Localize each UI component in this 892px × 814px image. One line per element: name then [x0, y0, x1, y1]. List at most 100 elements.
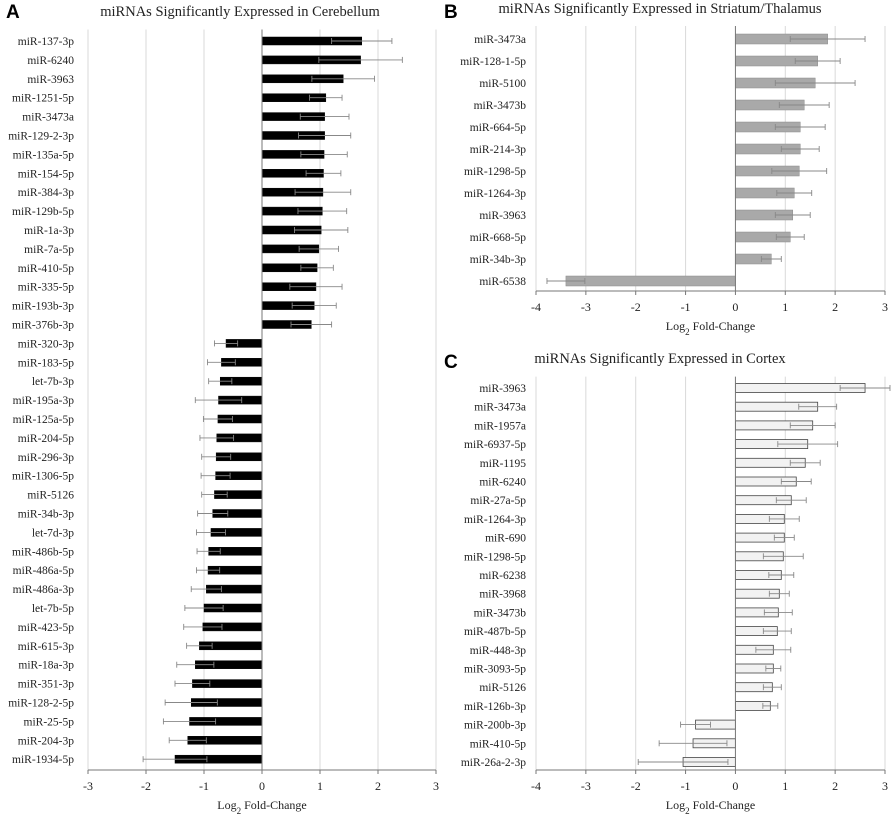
category-label: miR-25-5p	[24, 716, 75, 728]
category-label: miR-1264-3p	[464, 188, 526, 200]
category-label: miR-615-3p	[18, 641, 74, 653]
category-label: let-7b-3p	[32, 376, 74, 388]
category-label: miR-1298-5p	[464, 166, 526, 178]
category-label: miR-1306-5p	[12, 471, 74, 483]
category-label: miR-200b-3p	[464, 720, 526, 732]
category-label: miR-193b-3p	[12, 301, 74, 313]
bar	[565, 275, 736, 287]
category-label: miR-1a-3p	[24, 225, 74, 237]
category-label: miR-7a-5p	[24, 244, 74, 256]
category-label: miR-129b-5p	[12, 206, 74, 218]
category-label: miR-204-5p	[18, 433, 74, 445]
x-axis-label: Log2 Fold-Change	[217, 798, 307, 814]
x-tick-label: -3	[581, 779, 591, 793]
category-label: miR-6937-5p	[464, 439, 526, 451]
category-label: miR-3093-5p	[464, 664, 526, 676]
panel-letter: A	[6, 2, 20, 23]
category-label: miR-3968	[479, 589, 526, 601]
category-label: miR-34b-3p	[470, 254, 526, 266]
category-label: miR-3473b	[474, 607, 527, 619]
category-label: miR-129-2-3p	[8, 131, 74, 143]
x-tick-label: -4	[531, 300, 541, 314]
x-tick-label: 2	[375, 779, 381, 793]
category-label: miR-3473a	[22, 112, 74, 124]
category-label: miR-135a-5p	[13, 149, 75, 161]
x-tick-label: 2	[832, 779, 838, 793]
category-label: miR-1957a	[474, 420, 526, 432]
x-tick-label: -3	[581, 300, 591, 314]
category-label: miR-664-5p	[470, 122, 526, 134]
x-tick-label: -4	[531, 779, 541, 793]
x-tick-label: 2	[832, 300, 838, 314]
x-tick-label: 1	[782, 779, 788, 793]
category-label: let-7d-3p	[32, 527, 74, 539]
category-label: miR-320-3p	[18, 338, 74, 350]
category-label: miR-410-5p	[18, 263, 74, 275]
category-label: miR-486a-3p	[13, 584, 75, 596]
chart-title: miRNAs Significantly Expressed in Cerebe…	[100, 4, 380, 20]
category-label: miR-6238	[479, 570, 526, 582]
x-tick-label: -1	[681, 300, 691, 314]
x-tick-label: 3	[882, 300, 888, 314]
category-label: miR-690	[485, 533, 526, 545]
x-tick-label: 1	[782, 300, 788, 314]
category-label: miR-1264-3p	[464, 514, 526, 526]
category-label: miR-6240	[27, 55, 74, 67]
category-label: miR-668-5p	[470, 232, 526, 244]
category-label: miR-486a-5p	[13, 565, 75, 577]
category-label: miR-351-3p	[18, 679, 74, 691]
category-label: miR-3473a	[474, 402, 526, 414]
category-label: miR-195a-3p	[13, 395, 75, 407]
panel-letter: C	[444, 352, 458, 373]
category-label: miR-423-5p	[18, 622, 74, 634]
category-label: miR-125a-5p	[13, 414, 75, 426]
category-label: miR-128-1-5p	[460, 56, 526, 68]
x-tick-label: -2	[631, 300, 641, 314]
category-label: miR-1195	[480, 458, 526, 470]
x-tick-label: -2	[141, 779, 151, 793]
category-label: miR-18a-3p	[18, 660, 74, 672]
chart-title: miRNAs Significantly Expressed in Cortex	[534, 351, 786, 367]
x-tick-label: 0	[732, 779, 738, 793]
category-label: miR-126b-3p	[464, 701, 526, 713]
category-label: miR-5100	[479, 78, 526, 90]
x-tick-label: 3	[882, 779, 888, 793]
category-label: miR-3963	[27, 74, 74, 86]
x-tick-label: 3	[433, 779, 439, 793]
panel-letter: B	[444, 2, 458, 23]
category-label: miR-137-3p	[18, 36, 74, 48]
category-label: miR-154-5p	[18, 168, 74, 180]
category-label: miR-204-3p	[18, 735, 74, 747]
category-label: miR-487b-5p	[464, 626, 526, 638]
category-label: miR-6538	[479, 276, 526, 288]
category-label: miR-3473a	[474, 34, 526, 46]
x-axis-label: Log2 Fold-Change	[666, 798, 756, 814]
x-axis-label: Log2 Fold-Change	[666, 319, 756, 337]
category-label: miR-410-5p	[470, 738, 526, 750]
category-label: miR-3963	[479, 210, 526, 222]
chart-title: miRNAs Significantly Expressed in Striat…	[499, 1, 822, 17]
category-label: miR-296-3p	[18, 452, 74, 464]
category-label: miR-376b-3p	[12, 320, 74, 332]
category-label: miR-384-3p	[18, 187, 74, 199]
category-label: miR-5126	[27, 490, 74, 502]
category-label: miR-3963	[479, 383, 526, 395]
category-label: miR-183-5p	[18, 357, 74, 369]
category-label: miR-486b-5p	[12, 546, 74, 558]
category-label: miR-27a-5p	[470, 495, 526, 507]
x-tick-label: 0	[259, 779, 265, 793]
category-label: miR-26a-2-3p	[461, 757, 526, 769]
category-label: miR-214-3p	[470, 144, 526, 156]
x-tick-label: 1	[317, 779, 323, 793]
x-tick-label: -3	[83, 779, 93, 793]
category-label: miR-1251-5p	[12, 93, 74, 105]
category-label: miR-1934-5p	[12, 754, 74, 766]
category-label: miR-5126	[479, 682, 526, 694]
category-label: miR-34b-3p	[18, 509, 74, 521]
x-tick-label: -1	[199, 779, 209, 793]
category-label: let-7b-5p	[32, 603, 74, 615]
